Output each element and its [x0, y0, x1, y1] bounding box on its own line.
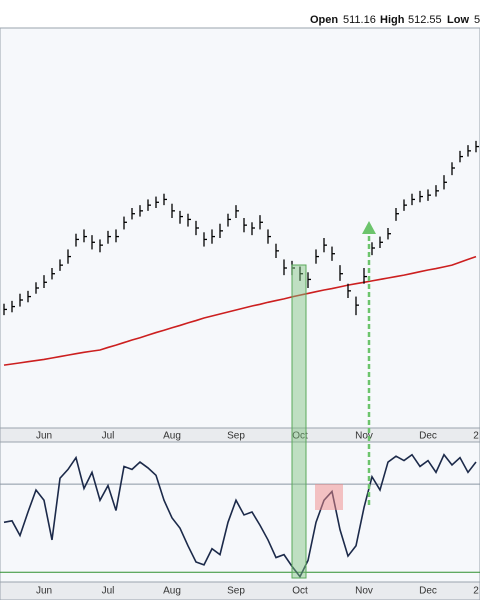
moving-average — [3, 255, 477, 366]
x-tick-label: Aug — [163, 586, 181, 597]
x-tick-label: Dec — [419, 586, 437, 597]
date-axis — [0, 581, 480, 600]
x-tick-label: Oct — [292, 431, 308, 442]
value: 5 — [474, 14, 480, 26]
label: Open — [310, 14, 338, 26]
x-tick-label: Aug — [163, 431, 181, 442]
x-tick-label: Oct — [292, 586, 308, 597]
x-tick-label: Jul — [102, 586, 115, 597]
x-tick-label: Nov — [355, 431, 373, 442]
highlight-box — [315, 484, 343, 510]
label: High — [380, 14, 405, 26]
x-tick-label: 2 — [473, 586, 479, 597]
value: 511.16 — [343, 14, 376, 26]
indicator-line — [3, 453, 477, 579]
x-tick-label: Sep — [227, 586, 245, 597]
x-tick-label: Sep — [227, 431, 245, 442]
x-tick-label: Jun — [36, 431, 52, 442]
arrow-head — [362, 221, 376, 234]
x-tick-label: Nov — [355, 586, 373, 597]
plot: Jun Jul Aug Sep Oct Nov Dec 2 Jun Jul Aug Sep Oct Nov… — [0, 140, 480, 597]
x-tick-label: Jun — [36, 586, 52, 597]
x-tick-label: Dec — [419, 431, 437, 442]
highlight-band — [291, 264, 307, 579]
x-tick-label: 2 — [473, 431, 479, 442]
value: 512.55 — [408, 14, 442, 26]
price-panel — [0, 27, 480, 429]
label: Low — [447, 14, 469, 26]
indicator-panel — [0, 441, 480, 583]
ohlc-header: Open 511.16 High 512.55 Low 5 — [310, 14, 480, 26]
x-tick-label: Jul — [102, 431, 115, 442]
